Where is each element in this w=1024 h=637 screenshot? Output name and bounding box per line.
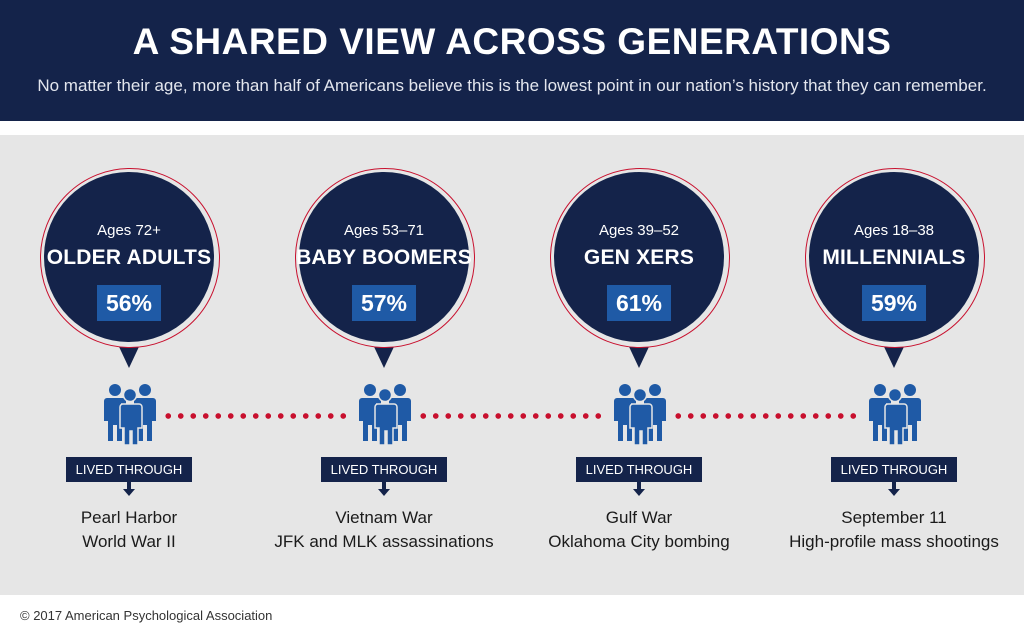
generation-millennials: Ages 18–38 MILLENNIALS 59% LIVED THROUGH… [789,168,999,568]
percent-badge: 59% [862,285,926,321]
header-banner: A SHARED VIEW ACROSS GENERATIONS No matt… [0,0,1024,121]
age-range: Ages 18–38 [853,222,935,239]
people-group-icon [104,384,156,445]
generation-baby-boomers: Ages 53–71 BABY BOOMERS 57% LIVED THROUG… [274,168,494,568]
page-title: A SHARED VIEW ACROSS GENERATIONS [132,21,892,62]
copyright-text: © 2017 American Psychological Associatio… [20,608,273,623]
event-item: September 11 [841,508,947,527]
events-list: Vietnam War JFK and MLK assassinations [255,506,513,554]
age-range: Ages 72+ [97,222,161,239]
age-range: Ages 39–52 [598,222,680,239]
people-group-icon [359,384,411,445]
lived-through-label: LIVED THROUGH [831,457,957,482]
generation-name: BABY BOOMERS [296,246,472,269]
event-item: Vietnam War [335,508,433,527]
events-list: Gulf War Oklahoma City bombing [510,506,768,554]
lived-through-label: LIVED THROUGH [576,457,702,482]
percent-badge: 61% [607,285,671,321]
footer: © 2017 American Psychological Associatio… [0,595,1024,637]
age-range: Ages 53–71 [343,222,425,239]
event-item: Oklahoma City bombing [548,532,730,551]
lived-through-label: LIVED THROUGH [321,457,447,482]
event-item: High-profile mass shootings [789,532,999,551]
timeline-connector-1 [162,413,352,419]
lived-through-label: LIVED THROUGH [66,457,192,482]
generation-name: MILLENNIALS [822,246,966,269]
people-group-icon [614,384,666,445]
arrow-down-icon [123,480,135,496]
event-item: Gulf War [605,508,673,527]
event-item: JFK and MLK assassinations [274,532,494,551]
arrow-down-icon [633,480,645,496]
header-divider [0,121,1024,135]
arrow-down-icon [378,480,390,496]
events-list: Pearl Harbor World War II [0,506,258,554]
percent-badge: 57% [352,285,416,321]
events-list: September 11 High-profile mass shootings [765,506,1023,554]
arrow-down-icon [888,480,900,496]
generation-older-adults: Ages 72+ OLDER ADULTS 56% LIVED THROUGH … [40,168,220,568]
event-item: Pearl Harbor [80,508,178,527]
generation-name: GEN XERS [583,246,695,269]
event-item: World War II [82,532,176,551]
generation-gen-xers: Ages 39–52 GEN XERS 61% LIVED THROUGH Gu… [548,168,730,568]
generation-name: OLDER ADULTS [46,246,212,269]
timeline-connector-3 [672,413,862,419]
timeline-connector-2 [417,413,607,419]
people-group-icon [869,384,921,445]
page-subtitle: No matter their age, more than half of A… [37,76,987,95]
percent-badge: 56% [97,285,161,321]
